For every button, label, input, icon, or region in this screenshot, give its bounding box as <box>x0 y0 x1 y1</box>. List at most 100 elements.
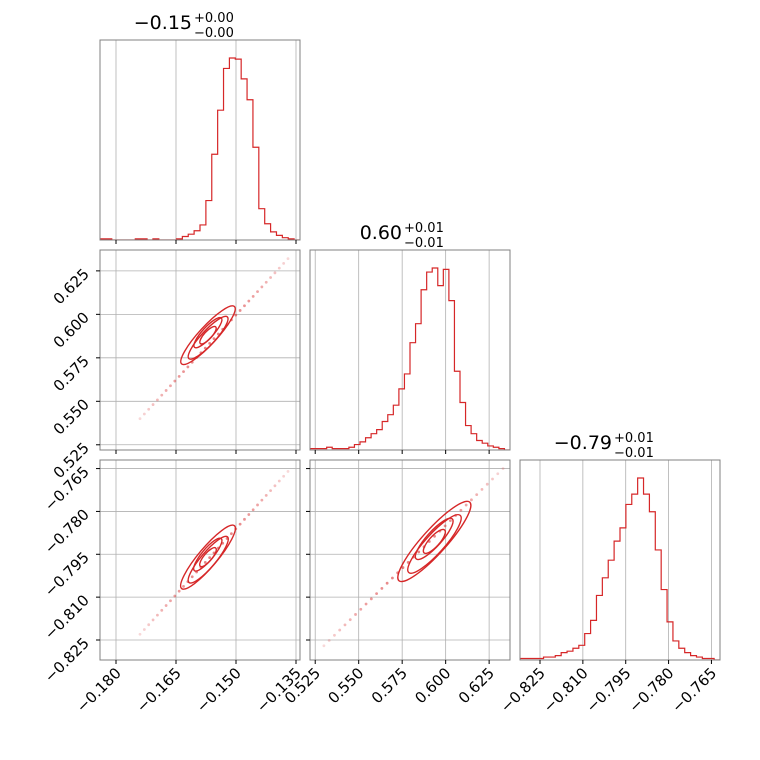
tick-label-y: 0.625 <box>50 265 93 308</box>
tick-label-y: −0.795 <box>41 548 93 600</box>
panel-frame <box>309 249 511 451</box>
sample-point <box>286 257 290 261</box>
sample-point <box>256 290 259 294</box>
tick-label-x: −0.165 <box>133 664 185 716</box>
sample-point <box>348 618 352 622</box>
sample-point <box>264 280 268 284</box>
panel-2-2: −0.825−0.810−0.795−0.780−0.765 −0.79 +0.01… <box>497 431 721 716</box>
sample-point <box>277 266 281 270</box>
panel-frame <box>309 459 511 661</box>
sample-point <box>203 346 207 350</box>
sample-point <box>156 613 159 617</box>
sample-point <box>354 613 357 616</box>
sample-point <box>243 304 246 308</box>
sample-point <box>282 262 286 265</box>
sample-point <box>177 589 181 593</box>
sample-point <box>147 407 151 411</box>
contour-0 <box>179 524 237 590</box>
sample-point <box>496 472 500 476</box>
sample-point <box>391 576 394 580</box>
tick-label-x: 0.550 <box>324 664 367 707</box>
panel-title-sup-1: +0.01 <box>404 221 444 236</box>
sample-point <box>256 503 259 507</box>
sample-point <box>247 513 251 516</box>
panel-0-0: −0.15 +0.00−0.00 <box>99 11 301 244</box>
contour-3 <box>199 546 217 568</box>
sample-point <box>286 470 290 473</box>
sample-point <box>485 482 489 486</box>
tick-label-y: −0.825 <box>41 634 93 686</box>
tick-label-x: 0.575 <box>368 664 411 707</box>
sample-point <box>327 639 331 642</box>
sample-point <box>142 412 146 416</box>
sample-point <box>138 417 142 421</box>
sample-point <box>459 508 463 512</box>
contour-3 <box>422 528 447 555</box>
tick-label-x: −0.825 <box>497 664 549 716</box>
panel-1-1: 0.60 +0.01−0.01 <box>309 221 511 454</box>
panel-title-sub-0: −0.00 <box>194 26 234 41</box>
tick-label-x: 0.600 <box>411 664 454 707</box>
sample-point <box>169 599 172 603</box>
panel-title-sub-2: −0.01 <box>614 446 654 461</box>
sample-point <box>273 271 277 275</box>
sample-point <box>380 587 384 590</box>
sample-point <box>269 276 272 279</box>
sample-point <box>164 389 168 392</box>
panel-title-0: −0.15 <box>134 12 192 34</box>
panel-2-0: −0.180 −0.165 −0.150 −0.135−0.825−0.810−0.7… <box>41 459 305 716</box>
sample-point <box>156 398 159 402</box>
panel-title-sub-1: −0.01 <box>404 236 444 251</box>
sample-point <box>247 299 251 303</box>
panel-title-1: 0.60 <box>360 222 402 244</box>
panel-frame <box>99 459 301 661</box>
sample-point <box>333 633 336 637</box>
sample-point <box>234 313 238 317</box>
panel-frame <box>99 249 301 451</box>
sample-point <box>464 503 468 507</box>
panel-frame <box>519 459 721 661</box>
contour-1 <box>187 535 229 584</box>
sample-point <box>401 566 405 569</box>
histogram-0 <box>100 57 300 240</box>
sample-point <box>277 479 281 483</box>
tick-label-y: 0.550 <box>50 395 93 438</box>
sample-point <box>260 285 264 289</box>
sample-point <box>142 628 146 631</box>
sample-point <box>147 623 151 627</box>
sample-point <box>359 607 363 611</box>
tick-label-y: −0.810 <box>41 591 93 643</box>
sample-point <box>364 602 368 606</box>
sample-point <box>448 519 452 523</box>
panel-title-sup-0: +0.00 <box>194 11 234 26</box>
tick-label-x: −0.180 <box>73 664 125 716</box>
contour-0 <box>397 500 472 583</box>
sample-point <box>470 498 473 502</box>
sample-point <box>138 632 142 636</box>
tick-label-x: −0.810 <box>540 664 592 716</box>
contour-0 <box>180 305 236 366</box>
tick-label-x: 0.625 <box>455 664 498 707</box>
sample-point <box>182 584 185 588</box>
sample-point <box>212 337 216 341</box>
tick-label-y: 0.600 <box>50 308 93 351</box>
sample-point <box>251 294 255 298</box>
tick-label-x: −0.150 <box>193 664 245 716</box>
sample-point <box>160 393 164 397</box>
sample-point <box>343 623 347 627</box>
panel-title-2: −0.79 <box>554 432 612 454</box>
sample-point <box>264 493 268 497</box>
sample-point <box>151 403 155 406</box>
histogram-2 <box>520 477 720 660</box>
sample-point <box>208 342 212 345</box>
sample-point <box>177 374 181 378</box>
sample-point <box>338 628 342 632</box>
sample-point <box>385 581 389 585</box>
panel-title-sup-2: +0.01 <box>614 431 654 446</box>
sample-point <box>230 532 233 536</box>
sample-point <box>433 534 436 538</box>
contour-2 <box>193 316 223 349</box>
sample-point <box>164 604 168 607</box>
sample-point <box>375 592 378 596</box>
